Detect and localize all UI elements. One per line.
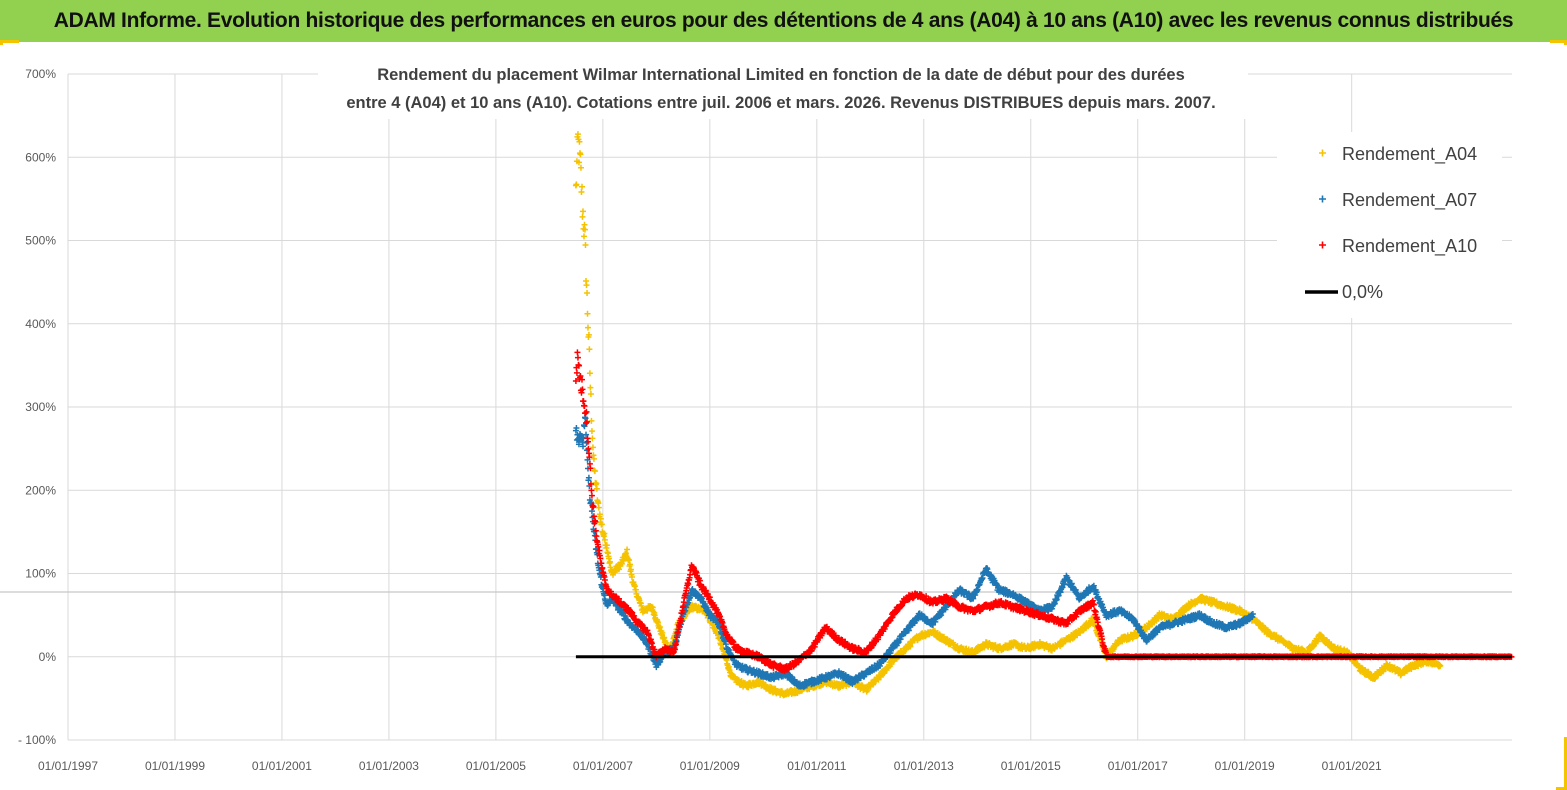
data-point: [593, 485, 600, 492]
data-point: [579, 443, 586, 450]
corner-mark-top-left: [0, 40, 19, 45]
data-point: [627, 561, 633, 568]
data-point: [588, 428, 595, 435]
x-tick-label: 01/01/2015: [1001, 759, 1061, 773]
data-point: [581, 226, 588, 233]
data-point: [575, 441, 582, 448]
data-point: [578, 183, 585, 190]
data-point: [601, 530, 608, 537]
y-tick-label: - 100%: [18, 733, 56, 747]
data-point: [606, 558, 613, 565]
x-tick-label: 01/01/2007: [573, 759, 633, 773]
data-point: [580, 233, 587, 240]
data-point: [586, 370, 593, 377]
data-point: [574, 131, 581, 138]
data-point: [626, 556, 633, 563]
x-tick-label: 01/01/2003: [359, 759, 419, 773]
data-point: [603, 542, 610, 549]
data-point: [907, 643, 914, 650]
data-point: [582, 410, 589, 417]
data-point: [589, 444, 596, 451]
data-point: [575, 159, 582, 166]
chart-title-background: [318, 59, 1248, 119]
data-point: [573, 369, 580, 376]
page-title: ADAM Informe. Evolution historique des p…: [53, 9, 1514, 32]
data-point: [627, 566, 634, 573]
data-point: [576, 138, 583, 145]
corner-mark-bottom-right: [1556, 737, 1567, 790]
data-point: [583, 282, 590, 289]
chart-title-line-1: Rendement du placement Wilmar Internatio…: [377, 66, 1185, 84]
data-point: [584, 324, 591, 331]
x-axis: 01/01/1997 01/01/1999 01/01/2001 01/01/2003…: [38, 759, 1382, 773]
x-tick-label: 01/01/2005: [466, 759, 526, 773]
data-point: [584, 289, 591, 296]
data-point: [579, 208, 586, 215]
data-point: [582, 242, 589, 249]
data-point: [591, 468, 598, 475]
data-point: [584, 310, 591, 317]
data-point: [588, 508, 595, 515]
data-point: [577, 151, 584, 158]
y-tick-label: 100%: [25, 567, 56, 581]
data-point: [598, 521, 605, 528]
data-point: [601, 536, 608, 543]
header-banner: ADAM Informe. Evolution historique des p…: [0, 0, 1567, 42]
data-point: [1437, 662, 1444, 669]
data-point: [573, 424, 580, 431]
y-tick-label: 300%: [25, 400, 56, 414]
data-point: [596, 511, 603, 518]
data-point: [597, 515, 604, 522]
data-point: [624, 546, 631, 553]
y-tick-label: 600%: [25, 150, 56, 164]
data-point: [581, 423, 588, 430]
y-tick-label: 500%: [25, 234, 56, 248]
data-point: [577, 164, 584, 171]
y-tick-label: 0%: [39, 650, 57, 664]
data-point: [588, 417, 595, 424]
data-point: [574, 354, 581, 361]
x-tick-label: 01/01/2013: [894, 759, 954, 773]
data-point: [578, 188, 585, 195]
data-point: [587, 384, 594, 391]
data-point: [585, 331, 592, 338]
data-point: [593, 480, 600, 487]
data-point: [590, 455, 597, 462]
chart: Rendement du placement Wilmar Internatio…: [0, 59, 1515, 773]
y-tick-label: 400%: [25, 317, 56, 331]
x-tick-label: 01/01/2017: [1108, 759, 1168, 773]
x-tick-label: 01/01/2009: [680, 759, 740, 773]
x-tick-label: 01/01/2011: [787, 759, 846, 773]
x-tick-label: 01/01/2021: [1322, 759, 1382, 773]
data-point: [573, 181, 580, 188]
x-tick-label: 01/01/1997: [38, 759, 98, 773]
y-tick-label: 200%: [25, 483, 56, 497]
x-tick-label: 01/01/2001: [252, 759, 312, 773]
data-point: [587, 391, 594, 398]
data-point: [583, 431, 590, 438]
data-point: [579, 213, 586, 220]
data-point: [586, 346, 593, 353]
chart-title-line-2: entre 4 (A04) et 10 ans (A10). Cotations…: [346, 94, 1215, 112]
x-tick-label: 01/01/1999: [145, 759, 205, 773]
data-point: [574, 349, 581, 356]
data-point: [628, 573, 635, 580]
x-tick-label: 01/01/2019: [1215, 759, 1275, 773]
data-point: [585, 474, 592, 481]
data-point: [595, 504, 602, 511]
y-axis: 700% 600% 500% 400% 300% 200% 100% 0% - 100%: [18, 67, 56, 747]
y-tick-label: 700%: [25, 67, 56, 81]
corner-mark-top-right: [1550, 40, 1567, 45]
